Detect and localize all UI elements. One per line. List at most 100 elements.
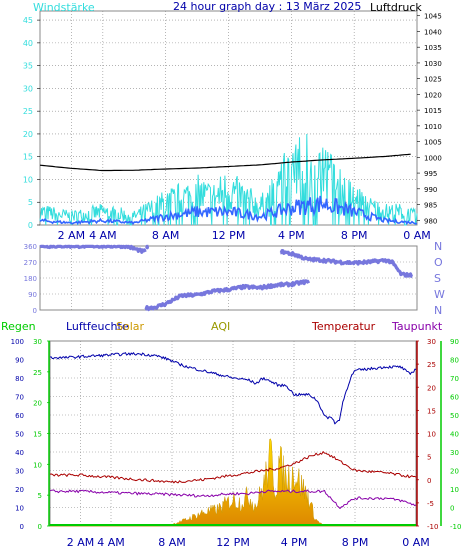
x-axis-labels-bottom: 2 AM 4 AM 8 AM 12 PM 4 PM 8 PM 0 AM [67,536,430,549]
pressure-tick-label: 1040 [424,28,442,36]
dewpoint-tick-label: 60 [450,394,459,402]
humidity-tick-label: 10 [15,505,24,513]
pressure-line [39,153,411,172]
x-tick-label: 12 PM [216,536,250,549]
pressure-tick-label: 1020 [424,91,442,99]
pressure-tick-label: 1045 [424,13,442,21]
x-axis-labels-top: 2 AM 4 AM 8 AM 12 PM 4 PM 8 PM 0 AM [58,229,431,242]
dewpoint-tick-label: 80 [450,357,459,365]
rain-tick-label: 15 [33,431,42,439]
dewpoint-tick-label: 10 [450,486,459,494]
x-tick-label: 4 PM [281,536,308,549]
humidity-tick-label: 80 [15,375,24,383]
wind-tick-label: 40 [23,39,33,48]
x-tick-label: 0 AM [402,536,430,549]
rain-tick-label: 30 [33,338,42,346]
dewpoint-tick-label: 0 [450,505,454,513]
dewpoint-tick-label: 70 [450,375,459,383]
rain-tick-label: 20 [33,400,42,408]
x-tick-label: 12 PM [212,229,246,242]
x-tick-label: 8 PM [342,536,369,549]
humidity-tick-label: 50 [15,431,24,439]
legend-rain: Regen [1,320,36,333]
wind-tick-label: 35 [23,62,33,71]
legend-dewpoint: Taupunkt [391,320,443,333]
legend-aqi: AQI [211,320,230,333]
pressure-tick-label: 1000 [424,154,442,162]
x-tick-label: 4 AM [89,229,117,242]
temperature-tick-label: -10 [427,523,438,531]
legend-humidity: Luftfeuchte [66,320,129,333]
wind-tick-label: 45 [23,16,33,25]
dewpoint-tick-label: 40 [450,431,459,439]
dewpoint-tick-label: 30 [450,449,459,457]
temperature-tick-label: 20 [427,384,436,392]
dewpoint-tick-label: 20 [450,468,459,476]
humidity-tick-label: 100 [11,338,24,346]
x-tick-label: 2 AM [67,536,95,549]
compass-label: N [434,304,442,317]
humidity-tick-label: 40 [15,449,24,457]
x-tick-label: 8 AM [152,229,180,242]
wind-tick-label: 30 [23,84,33,93]
wind-direction-plot-area [39,245,418,311]
wind-tick-label: 10 [23,175,33,184]
wind-axis-title: Windstärke [33,1,95,14]
pressure-tick-label: 990 [424,186,437,194]
pressure-tick-label: 1015 [424,107,442,115]
temperature-tick-label: 30 [427,338,436,346]
pressure-tick-label: 1030 [424,60,442,68]
direction-tick-label: 90 [28,291,37,299]
humidity-tick-label: 20 [15,486,24,494]
temperature-tick-label: 5 [427,454,431,462]
pressure-tick-label: 1005 [424,139,442,147]
rain-tick-label: 25 [33,369,42,377]
humidity-temperature-axes: 0102030405060708090100051015202530-10-50… [11,338,462,531]
rain-tick-label: 10 [33,461,42,469]
wind-tick-label: 15 [23,153,33,162]
temperature-tick-label: 0 [427,477,431,485]
wind-direction-trace [279,249,414,279]
humidity-line [49,352,417,425]
dewpoint-line [49,489,417,509]
wind-pressure-axes: 0510152025303540459809859909951000100510… [23,13,442,230]
dewpoint-tick-label: 50 [450,412,459,420]
dewpoint-tick-label: -10 [450,523,461,531]
wind-pressure-plot-area [39,10,418,226]
pressure-tick-label: 980 [424,217,437,225]
temperature-tick-label: 15 [427,407,436,415]
humidity-tick-label: 90 [15,357,24,365]
pressure-tick-label: 995 [424,170,437,178]
temperature-tick-label: -5 [427,500,434,508]
x-tick-label: 8 PM [341,229,368,242]
wind-direction-trace [145,244,150,250]
legend-temperature: Temperatur [311,320,376,333]
wind-pressure-series [39,133,418,226]
temperature-tick-label: 10 [427,431,436,439]
x-tick-label: 4 PM [278,229,305,242]
wind-tick-label: 25 [23,107,33,116]
x-tick-label: 8 AM [158,536,186,549]
direction-tick-label: 270 [24,259,37,267]
compass-label: W [434,288,445,301]
rain-tick-label: 0 [38,523,42,531]
compass-label: S [434,272,441,285]
humidity-temperature-series [49,352,417,527]
x-tick-label: 2 AM [58,229,86,242]
humidity-tick-label: 70 [15,394,24,402]
pressure-tick-label: 1010 [424,123,442,131]
wind-average-line [39,195,418,226]
chart-title: 24 hour graph day : 13 März 2025 [173,0,361,13]
wind-direction-trace [144,279,311,312]
wind-tick-label: 0 [28,221,33,230]
humidity-tick-label: 0 [20,523,24,531]
pressure-axis-title: Luftdruck [370,1,422,14]
humidity-tick-label: 60 [15,412,24,420]
rain-tick-label: 5 [38,492,42,500]
temperature-tick-label: 25 [427,361,436,369]
humidity-tick-label: 30 [15,468,24,476]
legend-solar: Solar [116,320,145,333]
pressure-tick-label: 1035 [424,44,442,52]
wind-direction-trace [39,244,147,254]
